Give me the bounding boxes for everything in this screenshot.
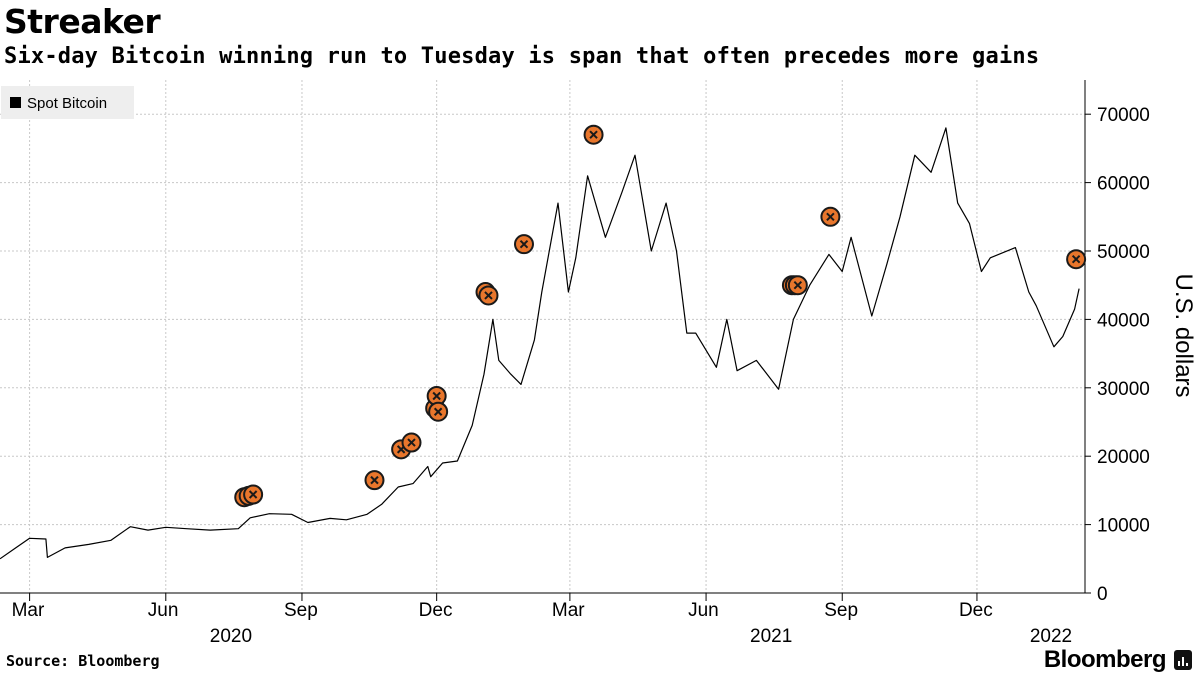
streak-marker-x-icon: [433, 407, 443, 416]
streak-marker-x-icon: [589, 130, 598, 139]
y-tick-label: 0: [1097, 584, 1108, 605]
x-tick-label: Jun: [688, 600, 719, 621]
streak-marker-x-icon: [432, 391, 441, 401]
streak-marker: [787, 275, 808, 296]
gridlines: [0, 80, 1085, 594]
y-tick-label: 40000: [1097, 310, 1150, 331]
streak-marker-x-icon: [793, 280, 803, 290]
series-layer: [0, 127, 1080, 560]
x-tick-label: Sep: [284, 600, 318, 621]
streak-marker: [364, 470, 385, 491]
streak-marker: [428, 401, 449, 422]
streak-marker-x-icon: [1071, 255, 1081, 264]
streak-marker: [243, 484, 264, 505]
x-tick-label: Mar: [12, 600, 45, 621]
x-tick-label: Dec: [419, 600, 453, 621]
bloomberg-logo: Bloomberg: [1043, 646, 1167, 673]
x-year-label: 2022: [1030, 626, 1072, 647]
y-tick-label: 60000: [1097, 174, 1150, 195]
x-year-label: 2020: [210, 626, 252, 647]
x-tick-label: Sep: [824, 600, 858, 621]
chart-subtitle: Six-day Bitcoin winning run to Tuesday i…: [4, 44, 1040, 69]
x-year-label: 2021: [750, 626, 792, 647]
y-tick-label: 50000: [1097, 242, 1150, 263]
streak-marker: [513, 234, 534, 255]
streak-marker-x-icon: [826, 212, 835, 222]
streak-marker-x-icon: [248, 490, 258, 499]
bloomberg-terminal-icon: [1174, 650, 1192, 670]
legend-swatch: [10, 97, 21, 108]
streak-marker: [401, 432, 422, 453]
streak-markers: [234, 124, 1087, 508]
series-line-spot-bitcoin: [0, 127, 1080, 560]
legend-label: Spot Bitcoin: [27, 95, 107, 112]
source-note: Source: Bloomberg: [6, 652, 160, 670]
streak-marker-x-icon: [370, 475, 379, 485]
x-tick-label: Mar: [552, 600, 585, 621]
y-tick-label: 10000: [1097, 516, 1150, 537]
x-tick-label: Jun: [148, 600, 179, 621]
y-tick-label: 70000: [1097, 105, 1150, 126]
y-axis-label: U.S. dollars: [1170, 273, 1197, 397]
streak-marker: [820, 206, 841, 227]
streak-marker-x-icon: [519, 239, 529, 249]
legend: Spot Bitcoin: [1, 86, 134, 119]
streak-marker: [478, 285, 499, 306]
streak-marker: [583, 124, 604, 145]
chart-title: Streaker: [4, 2, 161, 41]
streak-marker-x-icon: [407, 438, 416, 447]
streak-marker-x-icon: [484, 291, 493, 300]
y-tick-label: 20000: [1097, 447, 1150, 468]
axes: 0 10000 20000 30000 40000 50000 60000 70000 Mar J…: [0, 80, 1197, 647]
streak-marker: [1066, 249, 1087, 270]
legend-box: [1, 86, 134, 119]
x-tick-label: Dec: [959, 600, 993, 621]
y-tick-label: 30000: [1097, 379, 1150, 400]
